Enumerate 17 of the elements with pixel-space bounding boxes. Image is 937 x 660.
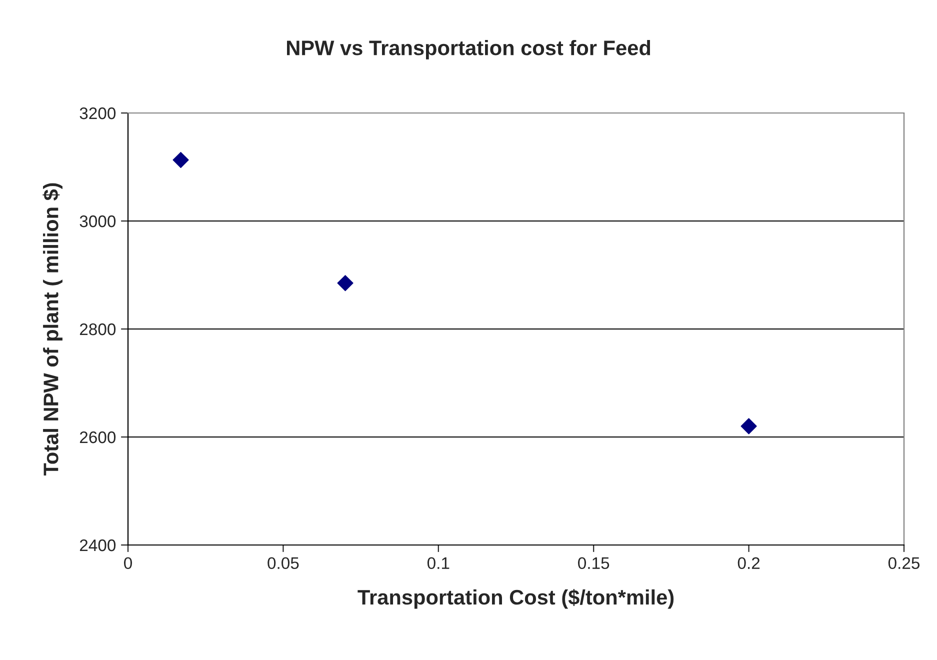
x-tick-label: 0.25 [888, 557, 920, 570]
x-axis-title: Transportation Cost ($/ton*mile) [358, 589, 674, 609]
y-tick-label: 2600 [80, 431, 116, 444]
y-tick-label: 2800 [80, 323, 116, 336]
point [740, 418, 757, 434]
point [172, 152, 189, 168]
x-tick-label: 0.1 [427, 557, 450, 570]
y-axis-title: Total NPW of plant ( million $) [42, 183, 62, 476]
x-tick-label: 0.15 [578, 557, 610, 570]
y-tick-label: 3200 [80, 107, 116, 120]
x-tick-label: 0.2 [738, 557, 760, 570]
chart-title: NPW vs Transportation cost for Feed [287, 40, 650, 60]
x-tick-label: 0 [124, 557, 132, 570]
y-tick-label: 3000 [80, 215, 116, 228]
y-tick-label: 2400 [80, 539, 116, 552]
point [337, 275, 354, 292]
x-tick-label: 0.05 [268, 557, 299, 570]
